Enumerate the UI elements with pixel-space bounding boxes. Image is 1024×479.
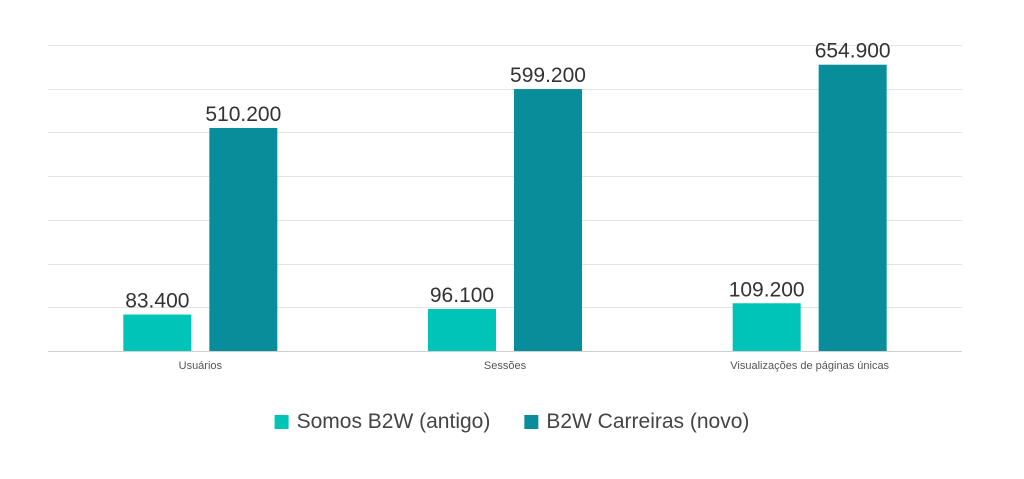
data-label: 109.200: [729, 278, 805, 301]
data-label: 96.100: [430, 284, 494, 307]
legend-item: B2W Carreiras (novo): [524, 410, 749, 433]
x-tick-label: Visualizações de páginas únicas: [730, 360, 889, 372]
bar-novo-2: [818, 64, 887, 351]
bar-novo-1: [514, 89, 582, 352]
bar-antigo-2: [732, 303, 801, 351]
x-axis-tick-labels: Usuários Sessões Visualizações de páginas …: [179, 360, 890, 372]
data-label: 654.900: [815, 40, 891, 63]
bar-novo-0: [209, 127, 278, 351]
data-label: 510.200: [205, 103, 281, 126]
gridlines: [48, 45, 962, 352]
legend-swatch: [524, 415, 539, 429]
bar-antigo-1: [428, 308, 496, 351]
x-tick-label: Usuários: [179, 360, 223, 372]
x-tick-label: Sessões: [484, 360, 527, 372]
data-label: 599.200: [510, 64, 586, 87]
legend-label: Somos B2W (antigo): [297, 410, 491, 433]
bars: [123, 64, 887, 352]
data-labels: 83.400 510.200 96.100 599.200 109.200 654.900: [125, 40, 890, 313]
data-label: 83.400: [125, 290, 189, 313]
legend: Somos B2W (antigo) B2W Carreiras (novo): [274, 410, 749, 433]
bar-antigo-0: [123, 314, 192, 351]
legend-swatch: [274, 415, 289, 429]
legend-item: Somos B2W (antigo): [274, 410, 491, 433]
legend-label: B2W Carreiras (novo): [546, 410, 749, 433]
